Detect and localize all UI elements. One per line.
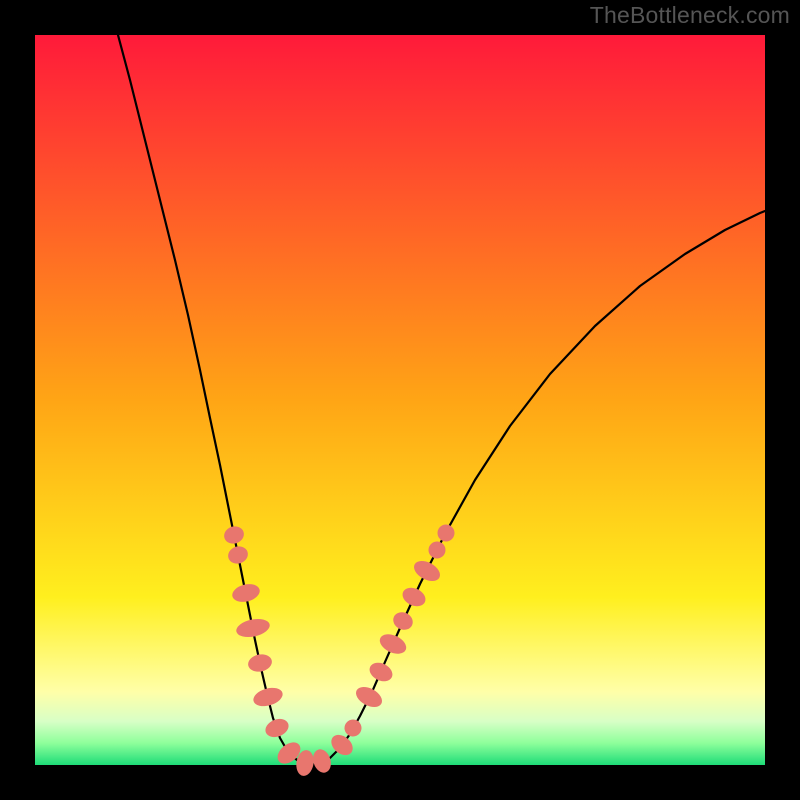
data-point [230, 581, 261, 604]
data-point [251, 685, 285, 710]
data-point [226, 544, 250, 566]
data-point [222, 524, 246, 546]
data-point [353, 683, 386, 711]
curve-group [118, 35, 765, 765]
data-point [377, 630, 410, 657]
data-point [246, 652, 273, 674]
data-point [310, 747, 334, 775]
data-point [235, 616, 272, 640]
watermark-text: TheBottleneck.com [590, 2, 790, 29]
data-point [366, 659, 395, 685]
data-point [400, 584, 429, 610]
chart-svg [0, 0, 800, 800]
data-point [341, 716, 364, 739]
bottleneck-curve-left-branch [118, 35, 307, 765]
data-point [426, 539, 449, 562]
data-point [263, 716, 292, 741]
data-point [411, 557, 444, 585]
bottleneck-curve-right-branch [307, 211, 765, 765]
data-point [390, 609, 415, 633]
data-point [434, 521, 457, 544]
